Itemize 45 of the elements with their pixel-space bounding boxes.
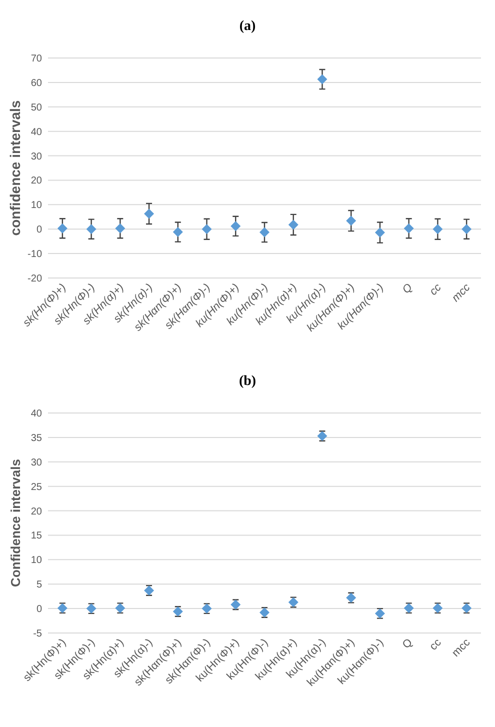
point — [432, 224, 443, 234]
y-tick-label: 40 — [30, 408, 42, 420]
x-tick-label: cc — [428, 636, 444, 653]
y-tick-label: 10 — [30, 200, 42, 212]
x-tick-label: cc — [428, 281, 444, 298]
y-tick-label: 5 — [36, 580, 42, 591]
point — [230, 221, 241, 232]
y-tick-label: 70 — [30, 54, 42, 64]
y-tick-label: 20 — [30, 176, 42, 187]
point — [144, 208, 154, 219]
y-tick-label: -20 — [28, 274, 42, 284]
point — [57, 223, 68, 234]
y-tick-label: 60 — [30, 78, 42, 89]
y-tick-label: -10 — [28, 249, 42, 260]
point — [346, 216, 356, 226]
chart-title: (a) — [239, 19, 256, 34]
y-tick-label: 25 — [30, 482, 42, 493]
point — [115, 223, 126, 234]
y-tick-label: 0 — [36, 224, 42, 236]
y-tick-label: 40 — [30, 126, 42, 138]
y-tick-label: 0 — [36, 604, 42, 616]
y-tick-label: 50 — [30, 102, 42, 114]
y-tick-label: 20 — [30, 506, 42, 518]
y-axis-title: Confidence intervals — [8, 459, 23, 587]
y-tick-label: -5 — [33, 628, 42, 640]
point — [202, 224, 212, 234]
point — [172, 227, 183, 238]
y-tick-label: 30 — [30, 151, 42, 162]
x-tick-label: mcc — [450, 281, 474, 304]
point — [288, 220, 298, 230]
y-tick-label: 10 — [30, 555, 42, 566]
point — [404, 223, 414, 234]
point — [374, 228, 385, 238]
y-tick-label: 15 — [30, 530, 42, 542]
point — [317, 74, 328, 84]
point — [260, 227, 270, 238]
point — [86, 224, 96, 234]
chart-title: (b) — [238, 374, 256, 389]
y-tick-label: 35 — [30, 432, 42, 444]
x-tick-label: mcc — [450, 636, 474, 660]
y-tick-label: 30 — [30, 457, 42, 468]
y-axis-title: confidence intervals — [7, 100, 23, 236]
point — [462, 224, 472, 234]
x-tick-label: Q — [400, 636, 416, 652]
x-tick-label: Q — [400, 281, 416, 296]
